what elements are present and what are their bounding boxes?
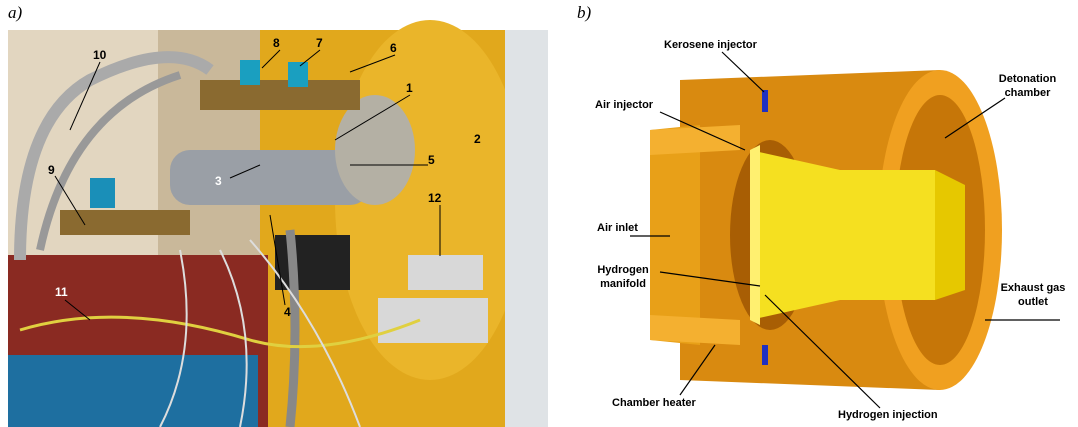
cad-model xyxy=(650,70,1002,390)
label: Detonation chamber xyxy=(990,72,1065,100)
label: Hydrogen injection xyxy=(838,408,938,422)
callout: 1 xyxy=(406,81,413,95)
callout: 5 xyxy=(428,153,435,167)
callout: 3 xyxy=(215,174,222,188)
callout: 6 xyxy=(390,41,397,55)
label: Exhaust gas outlet xyxy=(998,281,1068,309)
page: a) b) 1 2 3 4 5 6 7 8 9 10 11 12 Kerosen… xyxy=(0,0,1078,427)
label: Kerosene injector xyxy=(664,38,757,52)
callout: 9 xyxy=(48,163,55,177)
panel-label: b) xyxy=(577,3,591,23)
callout: 11 xyxy=(55,285,68,299)
photo xyxy=(8,20,548,427)
callout: 4 xyxy=(284,305,291,319)
callout: 8 xyxy=(273,36,280,50)
callout: 12 xyxy=(428,191,441,205)
panel-label: a) xyxy=(8,3,22,23)
figure xyxy=(0,0,1078,427)
callout: 2 xyxy=(474,132,481,146)
label: Air injector xyxy=(595,98,653,112)
callout: 7 xyxy=(316,36,323,50)
label: Chamber heater xyxy=(612,396,696,410)
label: Air inlet xyxy=(597,221,638,235)
label: Hydrogen manifold xyxy=(588,263,658,291)
callout: 10 xyxy=(93,48,106,62)
